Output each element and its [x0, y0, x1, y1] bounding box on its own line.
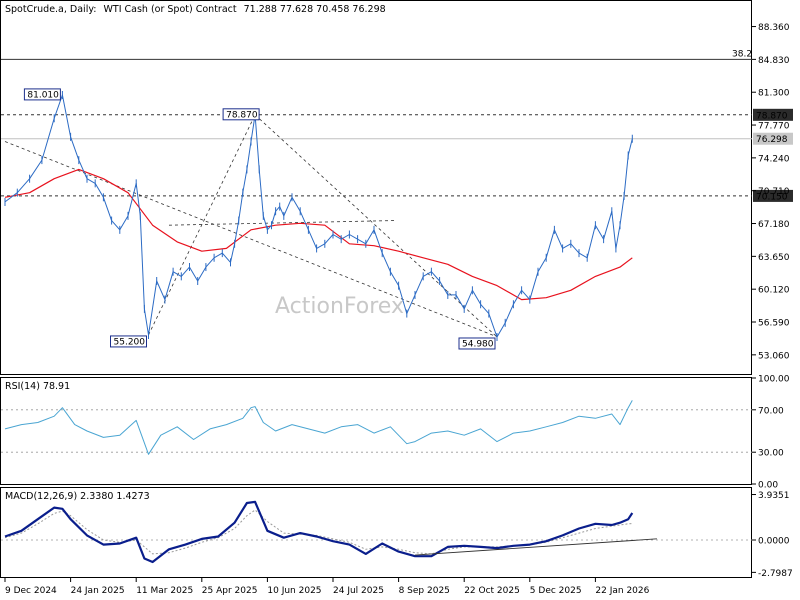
- horizontal-levels: 38.2: [1, 49, 752, 197]
- rsi-label: RSI(14) 78.91: [5, 381, 70, 392]
- macd-panel: [0, 487, 752, 578]
- time-tick-label: 25 Apr 2025: [202, 586, 258, 596]
- level-tag: [753, 189, 793, 202]
- macd-tick-label: -2.7987: [758, 569, 793, 579]
- level-tag-label: 70.150: [756, 192, 788, 202]
- rsi-tick-label: 70.00: [758, 406, 784, 416]
- macd-axis: 3.9351 0.0000 -2.7987: [752, 491, 793, 579]
- fibonacci-label: 38.2: [732, 49, 752, 59]
- price-tick-label: 53.060: [758, 351, 790, 361]
- annotation-box: [222, 108, 260, 121]
- price-tick-label: 84.830: [758, 56, 790, 66]
- price-axis: 78.870 70.150 76.298 88.360 84.830 81.300 77.7…: [752, 23, 793, 361]
- time-tick-label: 8 Sep 2025: [399, 586, 450, 596]
- level-tag-label: 78.870: [756, 111, 788, 121]
- price-panel: [0, 0, 752, 375]
- price-tick-label: 56.590: [758, 319, 790, 329]
- last-price-label: 76.298: [756, 135, 788, 145]
- annotation-label: 78.870: [226, 110, 258, 120]
- price-series: [4, 91, 633, 341]
- macd-series: [4, 500, 657, 564]
- moving-average-line: [4, 168, 633, 301]
- time-tick-label: 22 Oct 2025: [464, 586, 520, 596]
- time-axis: 9 Dec 2024 24 Jan 2025 11 Mar 2025 25 Apr 2…: [4, 578, 650, 596]
- rsi-tick-label: 30.00: [758, 449, 784, 459]
- price-tick-label: 70.710: [758, 187, 790, 197]
- macd-label: MACD(12,26,9) 2.3380 1.4273: [5, 491, 150, 502]
- rsi-series: [4, 400, 633, 455]
- macd-line: [4, 500, 634, 564]
- price-tick-label: 60.120: [758, 286, 790, 296]
- level-tag: [753, 108, 793, 121]
- trendline: [254, 114, 498, 338]
- time-tick-label: 10 Jun 2025: [267, 586, 321, 596]
- rsi-panel: [0, 377, 752, 485]
- rsi-tick-label: 0.00: [758, 481, 778, 491]
- chart-header: SpotCrude.a, Daily: WTI Cash (or Spot) C…: [5, 4, 386, 15]
- price-tick-label: 88.360: [758, 23, 790, 33]
- last-price-tag: [753, 132, 793, 145]
- time-tick-label: 24 Jul 2025: [333, 586, 384, 596]
- annotation-label: 81.010: [27, 90, 59, 100]
- price-line: [4, 94, 633, 338]
- trendline: [4, 141, 498, 338]
- time-tick-label: 11 Mar 2025: [136, 586, 193, 596]
- ohlc-values: 71.288 77.628 70.458 76.298: [244, 4, 386, 15]
- trendlines: [4, 114, 498, 338]
- annotation-label: 55.200: [114, 337, 146, 347]
- time-tick-label: 5 Dec 2025: [530, 586, 582, 596]
- annotation-box: [110, 335, 147, 348]
- description-label: WTI Cash (or Spot) Contract: [104, 4, 237, 15]
- annotation-box: [458, 337, 496, 350]
- price-tick-label: 74.240: [758, 154, 790, 164]
- trendline: [168, 220, 395, 226]
- macd-tick-label: 3.9351: [758, 491, 790, 501]
- price-tick-label: 63.650: [758, 253, 790, 263]
- time-tick-label: 22 Jan 2026: [595, 586, 649, 596]
- price-annotations: 81.010 55.200 78.870 54.980: [23, 88, 496, 350]
- price-tick-label: 77.770: [758, 122, 790, 132]
- annotation-box: [23, 88, 61, 101]
- price-tick-label: 81.300: [758, 89, 790, 99]
- moving-average-series: [4, 168, 633, 301]
- watermark: ActionForex: [275, 294, 404, 319]
- price-tick-label: 67.180: [758, 220, 790, 230]
- time-tick-label: 24 Jan 2025: [71, 586, 125, 596]
- macd-tick-label: 0.0000: [758, 537, 790, 547]
- rsi-tick-label: 100.00: [758, 375, 790, 385]
- symbol-label: SpotCrude.a, Daily:: [5, 4, 96, 15]
- time-tick-label: 9 Dec 2024: [5, 586, 57, 596]
- macd-trendline: [414, 538, 657, 556]
- rsi-line: [4, 400, 633, 455]
- rsi-axis: 100.00 70.00 30.00 0.00: [752, 375, 790, 491]
- annotation-label: 54.980: [462, 339, 494, 349]
